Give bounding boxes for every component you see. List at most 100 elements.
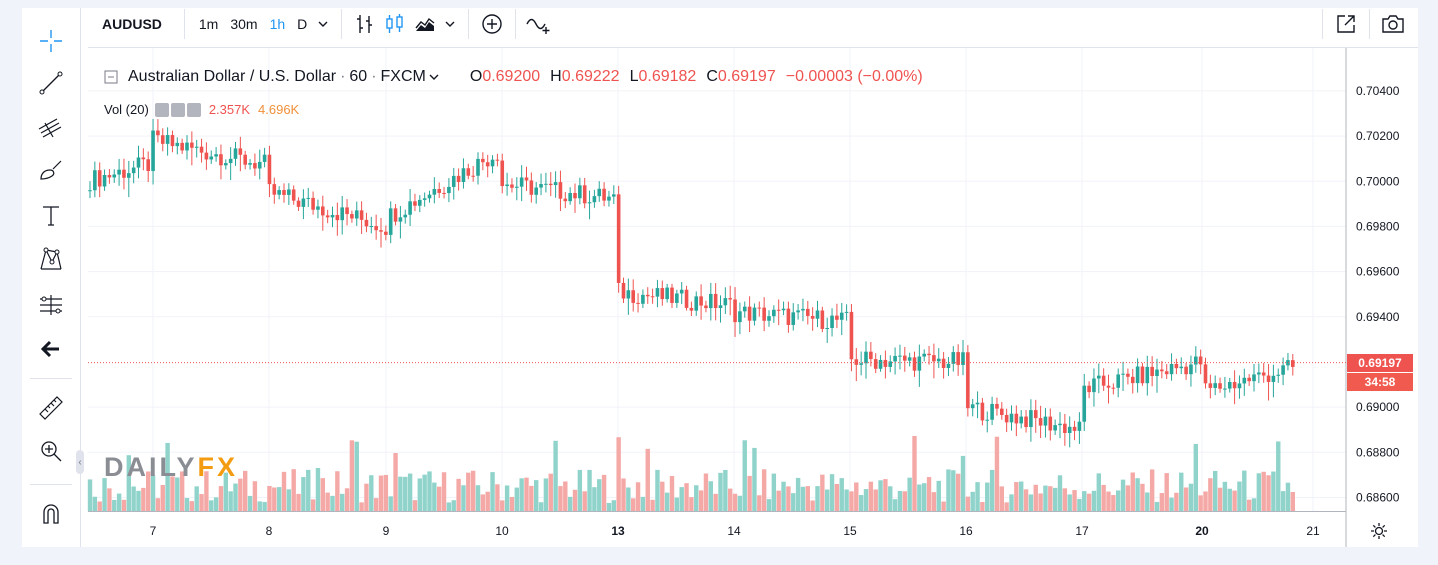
volume-bar xyxy=(650,499,655,511)
close-icon[interactable] xyxy=(186,102,201,117)
volume-bar xyxy=(897,490,903,511)
candle-body xyxy=(655,288,660,297)
volume-bar xyxy=(708,481,713,511)
pattern-button[interactable] xyxy=(36,244,66,274)
interval-dropdown[interactable] xyxy=(313,0,333,47)
time-tick-label: 21 xyxy=(1306,524,1320,538)
interval-1m[interactable]: 1m xyxy=(198,15,219,32)
add-indicator-button[interactable] xyxy=(477,9,507,39)
price-tick-label: 0.68800 xyxy=(1356,445,1400,459)
candle-body xyxy=(660,288,665,300)
candle-body xyxy=(238,148,243,155)
candle-body xyxy=(539,184,543,188)
volume-bar xyxy=(606,502,612,511)
magnet-icon xyxy=(43,504,59,524)
volume-bar xyxy=(320,478,325,511)
chart-type-dropdown[interactable] xyxy=(440,0,460,47)
candle-body xyxy=(515,186,519,188)
volume-bar xyxy=(150,475,156,511)
volume-bar xyxy=(951,470,956,511)
collapse-toolbar-handle[interactable]: ‹ xyxy=(76,450,84,474)
candle-body xyxy=(786,308,791,325)
candle-body xyxy=(883,359,888,367)
text-button[interactable] xyxy=(36,200,66,230)
interval-30m[interactable]: 30m xyxy=(230,15,258,32)
compare-button[interactable] xyxy=(524,9,554,39)
brush-button[interactable] xyxy=(36,156,66,186)
chevron-down-icon[interactable] xyxy=(428,71,440,83)
volume-bar xyxy=(601,474,607,511)
volume-bar xyxy=(1145,492,1150,511)
volume-bar xyxy=(742,440,747,511)
volume-bar xyxy=(1271,471,1276,511)
volume-bar xyxy=(238,478,243,511)
candle-body xyxy=(990,403,994,420)
trend-line-button[interactable] xyxy=(36,68,66,98)
projection-button[interactable] xyxy=(36,290,66,320)
volume-bar xyxy=(315,467,321,511)
eye-icon[interactable] xyxy=(154,102,169,117)
area-chart-button[interactable] xyxy=(410,9,440,39)
interval-1h[interactable]: 1h xyxy=(269,15,286,32)
volume-value: 2.357K xyxy=(208,102,251,117)
candle-body xyxy=(495,159,500,161)
candle-body xyxy=(903,355,907,361)
candle-body xyxy=(679,289,684,294)
candle-body xyxy=(481,158,485,163)
pitchfork-button[interactable] xyxy=(36,112,66,142)
volume-bar xyxy=(854,482,859,511)
volume-bar xyxy=(403,476,408,511)
candle-body xyxy=(122,169,126,178)
candle-body xyxy=(1194,356,1198,365)
candle-body xyxy=(835,315,839,320)
close-value: 0.69197 xyxy=(717,68,776,85)
legend-separator: · xyxy=(371,68,377,85)
candle-body xyxy=(1247,377,1251,382)
volume-bar xyxy=(112,499,117,511)
candle-body xyxy=(1174,363,1179,369)
volume-bar xyxy=(1111,495,1116,511)
bar-chart-button[interactable] xyxy=(350,9,380,39)
volume-bar xyxy=(858,495,864,511)
gear-icon[interactable] xyxy=(170,102,185,117)
volume-bar xyxy=(980,501,985,511)
candle-body xyxy=(151,130,155,171)
candle-body xyxy=(951,352,956,364)
volume-bar xyxy=(286,489,292,511)
zoom-button[interactable] xyxy=(36,436,66,466)
candle-body xyxy=(277,190,281,195)
symbol-search[interactable]: AUDUSD xyxy=(102,15,162,32)
candle-body xyxy=(582,185,587,204)
volume-bar xyxy=(310,499,316,511)
magnet-button[interactable] xyxy=(36,498,66,528)
interval-D[interactable]: D xyxy=(297,15,308,32)
candle-body xyxy=(602,188,606,201)
back-button[interactable] xyxy=(36,334,66,364)
screenshot-button[interactable] xyxy=(1378,9,1408,39)
candle-body xyxy=(306,197,311,199)
volume-bar xyxy=(820,474,825,511)
zoom-icon xyxy=(41,441,62,462)
ruler-button[interactable] xyxy=(36,393,66,423)
volume-bar xyxy=(800,486,806,511)
volume-bar xyxy=(267,486,272,511)
candle-body xyxy=(214,154,218,157)
volume-bar xyxy=(621,478,626,511)
volume-bar xyxy=(233,483,238,511)
volume-bar xyxy=(121,499,127,511)
candlestick-button[interactable] xyxy=(380,9,410,39)
candle-body xyxy=(1135,366,1140,384)
volume-bar xyxy=(340,493,345,511)
volume-bar xyxy=(369,475,374,511)
chart-settings-button[interactable] xyxy=(1366,518,1392,544)
time-tick-label: 20 xyxy=(1195,524,1209,538)
volume-bar xyxy=(1082,491,1087,511)
volume-bar xyxy=(640,496,646,511)
fullscreen-button[interactable] xyxy=(1331,9,1361,39)
candle-body xyxy=(1014,413,1019,424)
volume-bar xyxy=(1149,469,1155,511)
volume-bar xyxy=(1285,482,1291,511)
crosshair-button[interactable] xyxy=(36,26,66,56)
collapse-legend-icon[interactable] xyxy=(104,70,118,84)
